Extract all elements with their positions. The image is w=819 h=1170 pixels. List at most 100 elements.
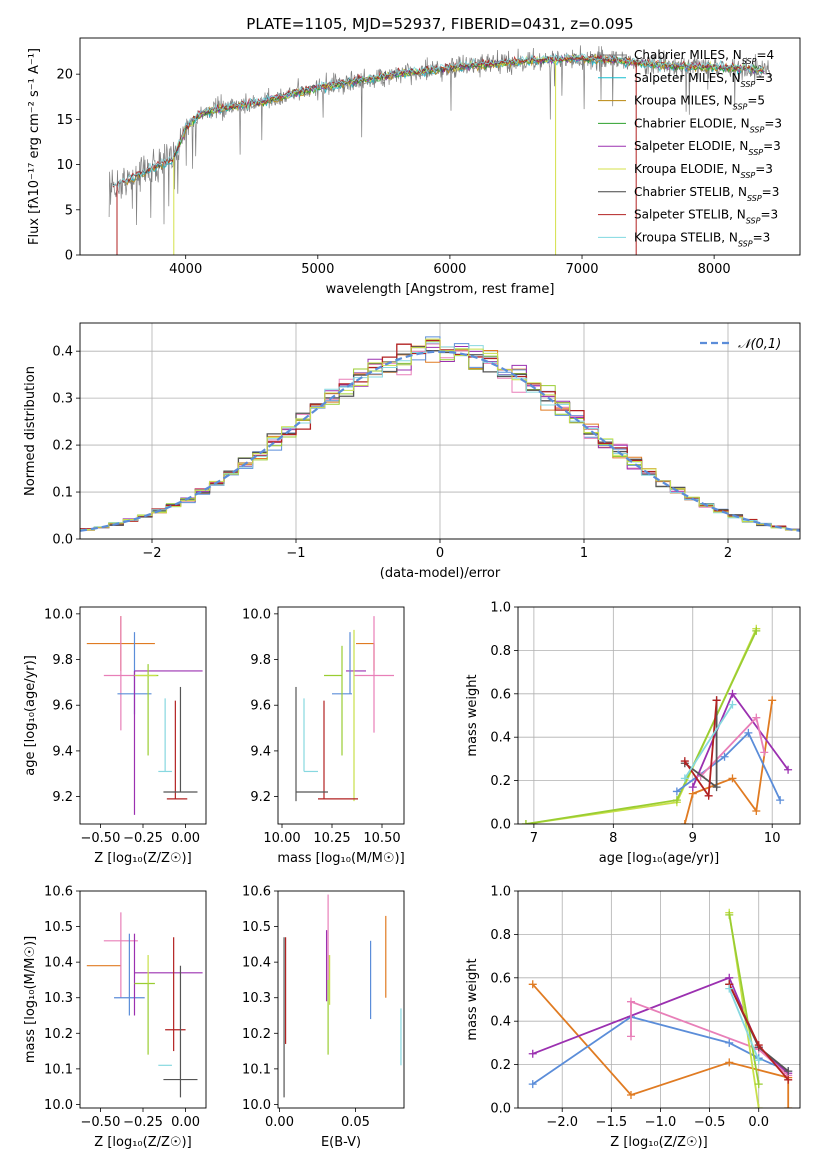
axes-frame: [517, 890, 801, 1109]
axes-frame: [79, 606, 207, 825]
y-axis-label: Flux [fλ10⁻¹⁷ erg cm⁻² s⁻¹ A⁻¹]: [27, 48, 42, 245]
y-tick-label: 10.0: [44, 607, 73, 622]
mass-weight-marker: [784, 1104, 793, 1108]
x-tick-label: 10.25: [313, 831, 350, 846]
y-tick-label: 9.4: [52, 744, 73, 759]
y-tick-label: 10.1: [44, 1062, 73, 1077]
y-tick-label: 15: [56, 113, 73, 128]
mass-weight-line: [684, 704, 734, 779]
mass-weight-marker: [712, 783, 721, 792]
legend-entry: Kroupa MILES, NSSP=5: [634, 94, 765, 112]
x-tick-label: 0.00: [265, 1115, 294, 1130]
y-tick-label: 10.1: [242, 1062, 271, 1077]
y-tick-label: 1.0: [490, 885, 511, 900]
x-tick-label: 7: [530, 831, 538, 846]
grid-mass_weight_vs_age: [518, 606, 800, 825]
mass-weight-marker: [725, 984, 734, 993]
x-tick-label: −0.25: [123, 1115, 163, 1130]
legend-entry: Salpeter ELODIE, NSSP=3: [634, 139, 781, 157]
mass-weight-line: [728, 914, 760, 1085]
x-tick-label: 10.50: [363, 831, 400, 846]
mass-weight-line: [728, 988, 760, 1061]
plot-area-mass_weight_vs_age: [521, 624, 793, 824]
spectrum-model-line: [112, 52, 765, 188]
y-tick-label: 0.8: [490, 644, 511, 659]
x-tick-label: −0.50: [81, 1115, 121, 1130]
y-tick-label: 0.6: [490, 971, 511, 986]
spectrum-legend: Chabrier MILES, NSSP=4 Salpeter MILES, NS…: [598, 48, 782, 248]
x-axis-label: E(B-V): [321, 1135, 361, 1150]
x-tick-label: 8: [609, 831, 617, 846]
figure-title: PLATE=1105, MJD=52937, FIBERID=0431, z=0…: [246, 15, 633, 33]
mass-weight-marker: [784, 1067, 793, 1076]
x-tick-label: 10.00: [263, 831, 300, 846]
x-tick-label: −0.50: [81, 831, 121, 846]
y-tick-label: 20: [56, 68, 73, 83]
axes-mass_vs_EBV: 0.00 0.05 10.0 10.1 10.2 10.3 10.4 10.5 10.6 E(B-…: [242, 885, 405, 1150]
plot-area-mass_vs_EBV: [283, 894, 402, 1098]
mass-weight-marker: [688, 783, 697, 792]
x-tick-label: 1: [580, 546, 588, 561]
y-tick-label: 1.0: [490, 601, 511, 616]
axes-age_vs_mass: 10.00 10.25 10.50 9.2 9.4 9.6 9.8 10.0 mass [log…: [242, 606, 405, 866]
legend-entry: Salpeter STELIB, NSSP=3: [634, 208, 778, 226]
mass-weight-line: [525, 628, 758, 824]
y-tick-label: 10.2: [44, 1027, 73, 1042]
y-tick-label: 0.2: [490, 1058, 511, 1073]
mass-weight-line: [683, 700, 774, 824]
y-tick-label: 0.4: [490, 1015, 511, 1030]
mass-weight-marker: [712, 696, 721, 705]
x-tick-label: 8000: [698, 262, 731, 277]
axes-frame: [79, 322, 801, 540]
plot-area-mass_weight_vs_Z: [528, 908, 793, 1108]
y-tick-label: 10.4: [242, 956, 271, 971]
mass-weight-marker: [672, 787, 681, 796]
x-tick-label: 4000: [169, 262, 202, 277]
x-tick-label: −2: [142, 546, 161, 561]
mass-weight-line: [525, 630, 758, 824]
mass-weight-marker: [784, 1075, 793, 1084]
mass-weight-marker: [680, 757, 689, 766]
axes-frame: [79, 890, 207, 1109]
normal-curve: [80, 350, 800, 532]
mass-weight-marker: [754, 1041, 763, 1050]
mass-weight-marker: [680, 774, 689, 783]
axes-frame: [517, 606, 801, 825]
x-tick-label: −0.5: [694, 1115, 726, 1130]
y-axis-label: mass weight: [465, 958, 480, 1040]
y-tick-label: 0.4: [52, 345, 73, 360]
x-axis-label: Z [log₁₀(Z/Z☉)]: [94, 851, 191, 866]
y-tick-label: 0.4: [490, 731, 511, 746]
y-tick-label: 0.6: [490, 687, 511, 702]
y-axis-label: mass [log₁₀(M/M☉)]: [23, 936, 38, 1063]
y-tick-label: 9.6: [52, 699, 73, 714]
legend-entry: Kroupa STELIB, NSSP=3: [634, 230, 770, 248]
y-tick-label: 9.6: [250, 699, 271, 714]
y-tick-label: 0.0: [490, 1102, 511, 1117]
mass-weight-marker: [725, 1038, 734, 1047]
mass-weight-marker: [760, 748, 769, 757]
x-axis-label: mass [log₁₀(M/M☉)]: [277, 851, 404, 866]
axes-residual_histogram: −2 −1 0 1 2 0.0 0.1 0.2 0.3 0.4 (data-model)/error…: [23, 322, 801, 581]
x-axis-label: Z [log₁₀(Z/Z☉)]: [94, 1135, 191, 1150]
y-axis-label: age [log₁₀(age/yr)]: [23, 655, 38, 776]
mass-weight-marker: [626, 1090, 635, 1099]
y-tick-label: 10.3: [44, 991, 73, 1006]
legend-entry: Kroupa ELODIE, NSSP=3: [634, 162, 773, 180]
y-tick-label: 10.0: [242, 1098, 271, 1113]
mass-weight-marker: [626, 997, 635, 1006]
legend-entry: 𝒩(0,1): [738, 337, 781, 352]
y-tick-label: 10: [56, 158, 73, 173]
legend-entry: Chabrier ELODIE, NSSP=3: [634, 116, 782, 133]
y-tick-label: 9.2: [250, 790, 271, 805]
mass-weight-marker: [704, 791, 713, 800]
x-tick-label: 0: [436, 546, 444, 561]
axes-mass_weight_vs_Z: −2.0 −1.5 −1.0 −0.5 0.0 0.0 0.2 0.4 0.6 0.8 1.0 Z […: [465, 885, 801, 1150]
legend-entry: Chabrier MILES, NSSP=4: [634, 48, 774, 66]
mass-weight-marker: [784, 765, 793, 774]
mass-weight-marker: [521, 820, 530, 824]
mass-weight-marker: [754, 1056, 763, 1065]
y-tick-label: 10.2: [242, 1027, 271, 1042]
